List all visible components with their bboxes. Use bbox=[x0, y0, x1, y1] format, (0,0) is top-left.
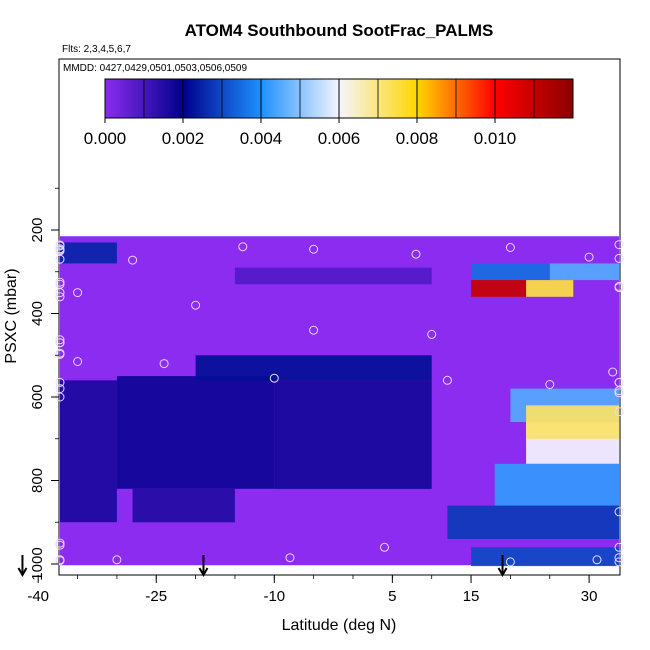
flights-note: Flts: 2,3,4,5,6,7 bbox=[62, 44, 131, 55]
heatmap-cell bbox=[526, 280, 574, 297]
sample-marker bbox=[55, 349, 65, 359]
sample-marker bbox=[55, 377, 65, 387]
y-axis: 200 400 600 800 1000 bbox=[29, 187, 59, 581]
y-tick-label: 1000 bbox=[29, 547, 46, 580]
sample-marker bbox=[55, 556, 65, 566]
x-tick-label: 15 bbox=[463, 588, 480, 605]
sample-marker bbox=[238, 242, 248, 252]
sample-marker bbox=[614, 388, 624, 398]
heatmap-cell bbox=[494, 463, 619, 506]
sample-marker bbox=[309, 325, 319, 335]
marker-layer bbox=[17, 240, 624, 578]
sample-marker bbox=[73, 288, 83, 298]
colorbar-tick-label: 0.010 bbox=[474, 129, 517, 148]
sample-marker bbox=[309, 244, 319, 254]
sample-marker bbox=[614, 553, 624, 563]
sample-marker bbox=[545, 380, 555, 389]
sample-marker bbox=[614, 240, 624, 250]
colorbar-tick-label: 0.006 bbox=[318, 129, 361, 148]
heatmap-cell bbox=[526, 405, 619, 439]
sample-marker bbox=[614, 386, 624, 396]
sample-marker bbox=[584, 252, 594, 262]
chart-title: ATOM4 Southbound SootFrac_PALMS bbox=[185, 21, 494, 40]
sample-marker bbox=[128, 255, 138, 265]
sample-marker bbox=[55, 292, 65, 302]
sample-marker bbox=[191, 300, 201, 310]
sample-marker bbox=[112, 555, 122, 565]
dates-note: MMDD: 0427,0429,0501,0503,0506,0509 bbox=[63, 63, 247, 74]
sample-marker bbox=[614, 253, 624, 263]
colorbar-tick-label: 0.002 bbox=[162, 129, 205, 148]
sample-marker bbox=[592, 555, 602, 565]
sample-marker bbox=[285, 553, 295, 563]
heatmap-cell bbox=[195, 355, 432, 381]
sample-marker bbox=[614, 507, 624, 517]
y-tick-label: 800 bbox=[29, 468, 46, 493]
sample-marker bbox=[55, 538, 65, 548]
heatmap-layer bbox=[60, 236, 620, 567]
sample-marker bbox=[55, 540, 65, 550]
heatmap-cell bbox=[447, 505, 619, 539]
sample-marker bbox=[55, 288, 65, 298]
x-tick-label: -10 bbox=[263, 588, 285, 605]
y-tick-label: 200 bbox=[29, 217, 46, 242]
sample-marker bbox=[55, 338, 65, 348]
heatmap-cell bbox=[116, 376, 275, 489]
colorbar-tick-label: 0.000 bbox=[84, 129, 127, 148]
sample-marker bbox=[55, 335, 65, 345]
heatmap-cell bbox=[549, 263, 620, 281]
sample-marker bbox=[55, 254, 65, 264]
colorbar: 0.000 0.002 0.004 0.006 0.008 0.010 bbox=[84, 78, 574, 148]
x-axis-label: Latitude (deg N) bbox=[282, 617, 397, 634]
sample-marker bbox=[73, 357, 83, 366]
heatmap-cell bbox=[471, 280, 527, 297]
flight-arrow bbox=[497, 555, 508, 578]
heatmap-cell bbox=[471, 263, 550, 281]
heatmap-cell bbox=[471, 547, 619, 567]
x-tick-label: -40 bbox=[27, 588, 49, 605]
colorbar-tick-label: 0.004 bbox=[240, 129, 283, 148]
x-tick-label: 5 bbox=[388, 588, 396, 605]
x-axis: -85-70-55-40-25-1051530456075 bbox=[27, 575, 598, 605]
sample-marker bbox=[55, 384, 65, 394]
sample-marker bbox=[614, 283, 624, 293]
heatmap-cell bbox=[132, 488, 235, 523]
sample-marker bbox=[614, 557, 624, 567]
sample-marker bbox=[614, 407, 624, 417]
heatmap-cell bbox=[234, 267, 432, 285]
plot-frame bbox=[58, 58, 621, 576]
x-tick-label: 30 bbox=[581, 588, 598, 605]
heatmap-cell bbox=[60, 380, 117, 523]
heatmap-cell bbox=[274, 380, 432, 489]
sample-marker bbox=[614, 542, 624, 552]
sample-marker bbox=[608, 367, 618, 377]
sample-marker bbox=[380, 542, 389, 552]
sample-marker bbox=[427, 329, 437, 339]
y-axis-label: PSXC (mbar) bbox=[3, 268, 20, 363]
colorbar-tick-label: 0.008 bbox=[396, 129, 439, 148]
sample-marker bbox=[55, 240, 65, 250]
x-tick-label: -25 bbox=[145, 588, 167, 605]
sample-marker bbox=[411, 249, 421, 259]
sample-marker bbox=[159, 359, 169, 369]
y-tick-label: 400 bbox=[29, 301, 46, 326]
sample-marker bbox=[505, 243, 515, 252]
sample-marker bbox=[55, 277, 65, 287]
sample-marker bbox=[269, 373, 279, 383]
sample-marker bbox=[442, 375, 452, 385]
flight-arrow bbox=[198, 555, 209, 578]
flight-arrow bbox=[17, 555, 28, 578]
sample-marker bbox=[505, 557, 515, 567]
heatmap-cell bbox=[60, 242, 117, 264]
y-tick-label: 600 bbox=[29, 384, 46, 409]
